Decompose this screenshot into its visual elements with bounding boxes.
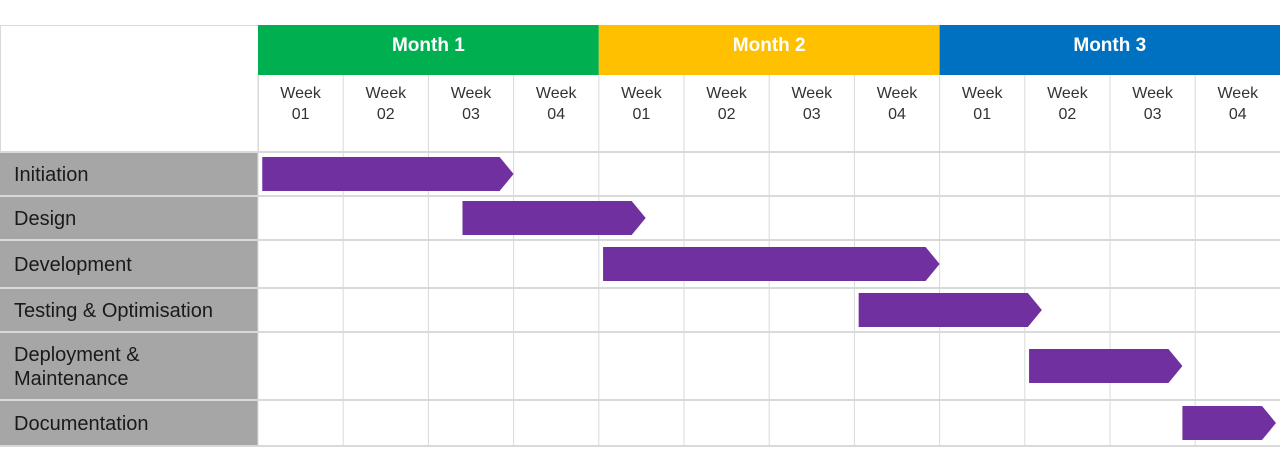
week-number: 04: [547, 106, 565, 123]
task-label-cell: [0, 400, 258, 446]
week-label: Week: [791, 85, 833, 102]
task-label: Testing & Optimisation: [14, 300, 213, 322]
month-header: [598, 25, 940, 75]
header-corner-cell: [0, 25, 259, 153]
task-bar: [1029, 349, 1183, 383]
task-bar: [858, 293, 1042, 327]
task-bar: [262, 157, 514, 191]
week-label: Week: [621, 85, 663, 102]
week-number: 04: [1229, 106, 1247, 123]
month-header: [258, 25, 599, 75]
task-bar: [603, 247, 940, 281]
task-label: Documentation: [14, 413, 149, 435]
month-header: [939, 25, 1280, 75]
month-label: Month 2: [733, 35, 806, 56]
month-label: Month 1: [392, 35, 465, 56]
task-label-cell: [0, 332, 258, 400]
week-label: Week: [365, 85, 407, 102]
week-number: 01: [292, 106, 310, 123]
task-label: Maintenance: [14, 368, 129, 390]
task-bar: [462, 201, 646, 235]
week-number: 01: [633, 106, 651, 123]
week-label: Week: [451, 85, 493, 102]
week-label: Week: [1132, 85, 1174, 102]
week-label: Week: [706, 85, 748, 102]
task-label: Initiation: [14, 164, 89, 186]
task-label-cell: [0, 196, 258, 240]
week-number: 04: [888, 106, 906, 123]
week-number: 03: [1144, 106, 1162, 123]
month-label: Month 3: [1073, 35, 1146, 56]
week-number: 02: [377, 106, 395, 123]
task-label-cell: [0, 288, 258, 332]
task-label-cell: [0, 152, 258, 196]
task-label: Development: [14, 254, 132, 276]
week-label: Week: [280, 85, 322, 102]
week-label: Week: [877, 85, 919, 102]
week-label: Week: [962, 85, 1004, 102]
week-number: 03: [803, 106, 821, 123]
week-number: 02: [1059, 106, 1077, 123]
task-label: Design: [14, 208, 76, 230]
week-label: Week: [536, 85, 578, 102]
task-bar: [1182, 406, 1276, 440]
week-label: Week: [1047, 85, 1089, 102]
week-label: Week: [1217, 85, 1259, 102]
task-label-cell: [0, 240, 258, 288]
week-number: 01: [973, 106, 991, 123]
task-label: Deployment &: [14, 344, 140, 366]
week-number: 02: [718, 106, 736, 123]
week-number: 03: [462, 106, 480, 123]
